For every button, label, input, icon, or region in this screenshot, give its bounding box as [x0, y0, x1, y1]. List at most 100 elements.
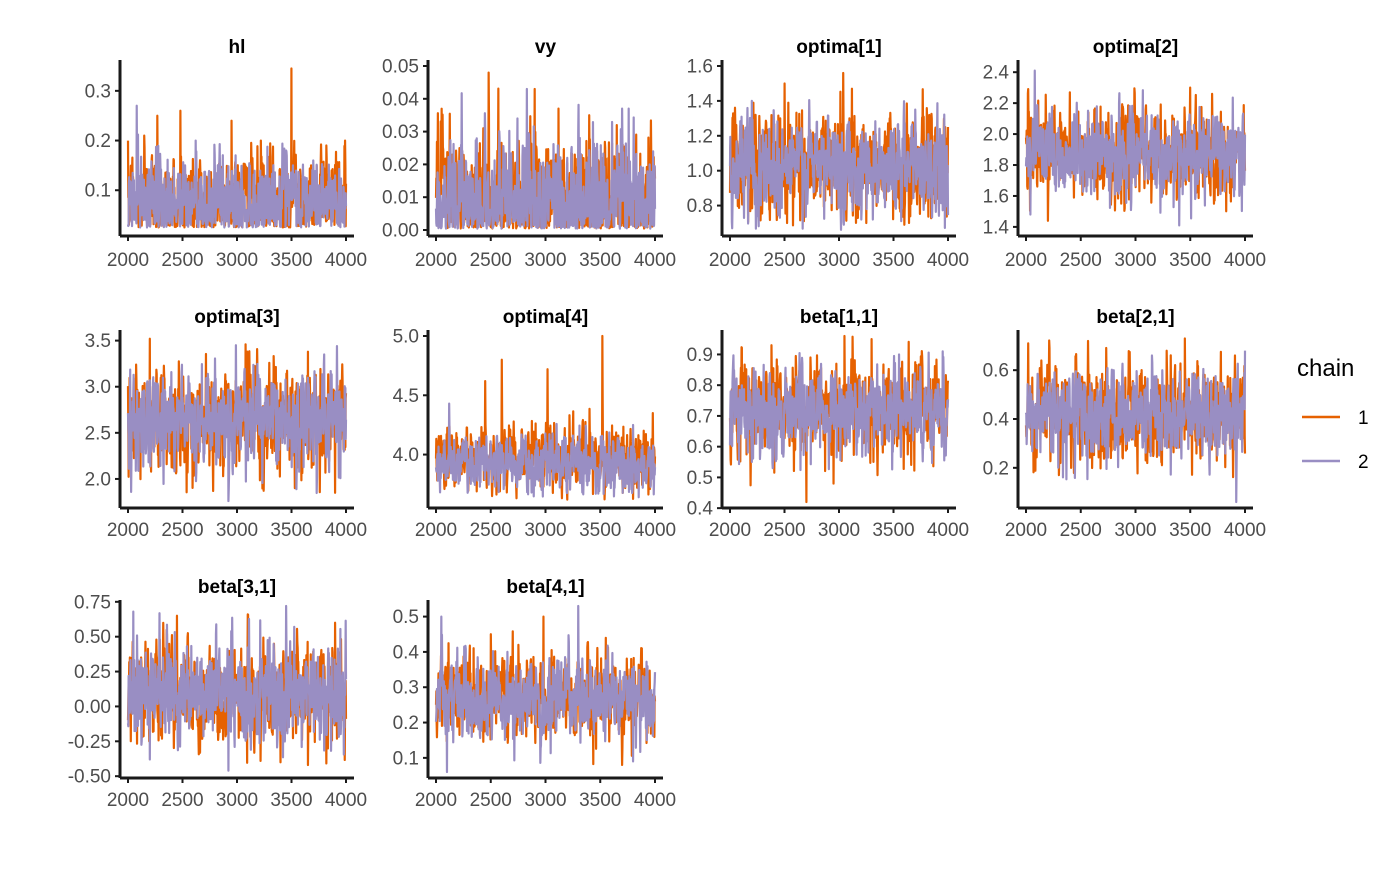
y-tick-label: 0.7 [687, 406, 713, 427]
trace-chain-2 [728, 98, 950, 231]
y-tick-label: 0.75 [74, 592, 111, 613]
x-tick-label: 4000 [325, 790, 367, 811]
panel-beta-3-1: beta[3,1] -0.50 -0.25 0.00 0.25 0.50 0.75 2000 2… [68, 577, 367, 811]
panel-optima-1: optima[1] 0.8 1.0 1.2 1.4 1.6 2000 2500 3000 3500… [687, 37, 970, 271]
trace-chain-2 [728, 350, 950, 472]
trace-chain-2 [1024, 69, 1247, 227]
y-tick-label: 0.2 [983, 458, 1009, 479]
y-tick-label: 2.4 [983, 63, 1010, 84]
panel-title: vy [535, 37, 557, 58]
x-tick-label: 3500 [1169, 250, 1211, 271]
x-tick-label: 2000 [709, 520, 751, 541]
x-tick-label: 3000 [818, 250, 860, 271]
y-tick-label: 3.5 [85, 331, 111, 352]
y-tick-label: 0.02 [382, 155, 419, 176]
x-tick-label: 2500 [1060, 250, 1102, 271]
x-tick-label: 2500 [763, 250, 805, 271]
y-tick-label: 4.5 [393, 386, 419, 407]
y-tick-label: 0.25 [74, 662, 111, 683]
y-tick-label: 0.5 [393, 607, 419, 628]
y-tick-label: 3.0 [85, 377, 111, 398]
y-tick-label: -0.25 [68, 732, 111, 753]
y-tick-label: 1.8 [983, 156, 1009, 177]
panel-beta-2-1: beta[2,1] 0.2 0.4 0.6 2000 2500 3000 3500 4000 [983, 307, 1267, 541]
y-tick-label: 0.6 [983, 361, 1009, 382]
x-tick-label: 3500 [579, 250, 621, 271]
panel-optima-3: optima[3] 2.0 2.5 3.0 3.5 2000 2500 3000 3500 400… [85, 307, 368, 541]
x-tick-label: 2000 [709, 250, 751, 271]
y-tick-label: 2.5 [85, 423, 111, 444]
y-tick-label: 0.05 [382, 57, 419, 78]
y-tick-label: 0.3 [393, 678, 419, 699]
panel-optima-2: optima[2] 1.4 1.6 1.8 2.0 2.2 2.4 2000 2500 3000 3… [983, 37, 1267, 271]
trace-chain-2 [126, 104, 348, 229]
y-tick-label: 0.8 [687, 376, 713, 397]
x-tick-label: 3000 [216, 790, 258, 811]
panel-optima-4: optima[4] 4.0 4.5 5.0 2000 2500 3000 3500 4000 [393, 307, 677, 541]
panel-title: optima[3] [194, 307, 280, 328]
x-tick-label: 3000 [524, 790, 566, 811]
panel-title: optima[1] [796, 37, 882, 58]
y-tick-label: 1.0 [687, 161, 713, 182]
x-tick-label: 4000 [634, 250, 676, 271]
x-tick-label: 2000 [415, 520, 457, 541]
y-tick-label: 0.1 [85, 181, 111, 202]
y-tick-label: 1.6 [687, 57, 713, 78]
legend-label-chain-1: 1 [1358, 408, 1369, 429]
x-tick-label: 2000 [107, 520, 149, 541]
x-tick-label: 2000 [107, 250, 149, 271]
y-tick-label: 0.2 [85, 131, 111, 152]
x-tick-label: 3000 [216, 250, 258, 271]
panel-title: optima[4] [503, 307, 589, 328]
x-tick-label: 3500 [872, 520, 914, 541]
x-tick-label: 2500 [161, 790, 203, 811]
x-tick-label: 4000 [325, 520, 367, 541]
y-tick-label: 4.0 [393, 445, 419, 466]
x-tick-label: 3000 [818, 520, 860, 541]
x-tick-label: 4000 [1224, 520, 1266, 541]
trace-chain-2 [434, 402, 657, 499]
x-tick-label: 2000 [415, 250, 457, 271]
x-tick-label: 4000 [927, 250, 969, 271]
x-tick-label: 2500 [470, 250, 512, 271]
x-tick-label: 4000 [1224, 250, 1266, 271]
trace-chain-1 [728, 334, 950, 504]
y-tick-label: 0.3 [85, 81, 111, 102]
x-tick-label: 4000 [325, 250, 367, 271]
y-tick-label: 5.0 [393, 327, 419, 348]
x-tick-label: 2500 [470, 520, 512, 541]
y-tick-label: 0.00 [74, 697, 111, 718]
y-tick-label: 0.01 [382, 188, 419, 209]
y-tick-label: 0.4 [393, 642, 420, 663]
legend: chain 1 2 [1297, 355, 1369, 473]
x-tick-label: 2500 [470, 790, 512, 811]
x-tick-label: 3500 [270, 790, 312, 811]
x-tick-label: 2500 [1060, 520, 1102, 541]
panel-beta-4-1: beta[4,1] 0.1 0.2 0.3 0.4 0.5 2000 2500 3000 3500… [393, 577, 677, 811]
y-tick-label: 1.4 [983, 217, 1010, 238]
y-tick-label: 2.0 [85, 469, 111, 490]
panel-beta-1-1: beta[1,1] 0.4 0.5 0.6 0.7 0.8 0.9 2000 2500 3000 3… [687, 307, 970, 541]
x-tick-label: 3500 [579, 520, 621, 541]
y-tick-label: 0.9 [687, 345, 713, 366]
y-tick-label: -0.50 [68, 767, 111, 788]
trace-chain-2 [126, 604, 348, 772]
x-tick-label: 2500 [763, 520, 805, 541]
y-tick-label: 0.04 [382, 89, 419, 110]
x-tick-label: 2000 [1005, 520, 1047, 541]
x-tick-label: 2500 [161, 250, 203, 271]
x-tick-label: 3000 [216, 520, 258, 541]
y-tick-label: 0.50 [74, 627, 111, 648]
panel-title: hl [229, 37, 246, 58]
x-tick-label: 3500 [270, 520, 312, 541]
y-tick-label: 0.1 [393, 748, 419, 769]
y-tick-label: 0.8 [687, 196, 713, 217]
trace-chain-2 [126, 344, 348, 503]
panel-title: optima[2] [1093, 37, 1179, 58]
legend-label-chain-2: 2 [1358, 452, 1369, 473]
y-tick-label: 0.4 [687, 499, 714, 520]
x-tick-label: 4000 [634, 790, 676, 811]
y-tick-label: 2.2 [983, 94, 1009, 115]
